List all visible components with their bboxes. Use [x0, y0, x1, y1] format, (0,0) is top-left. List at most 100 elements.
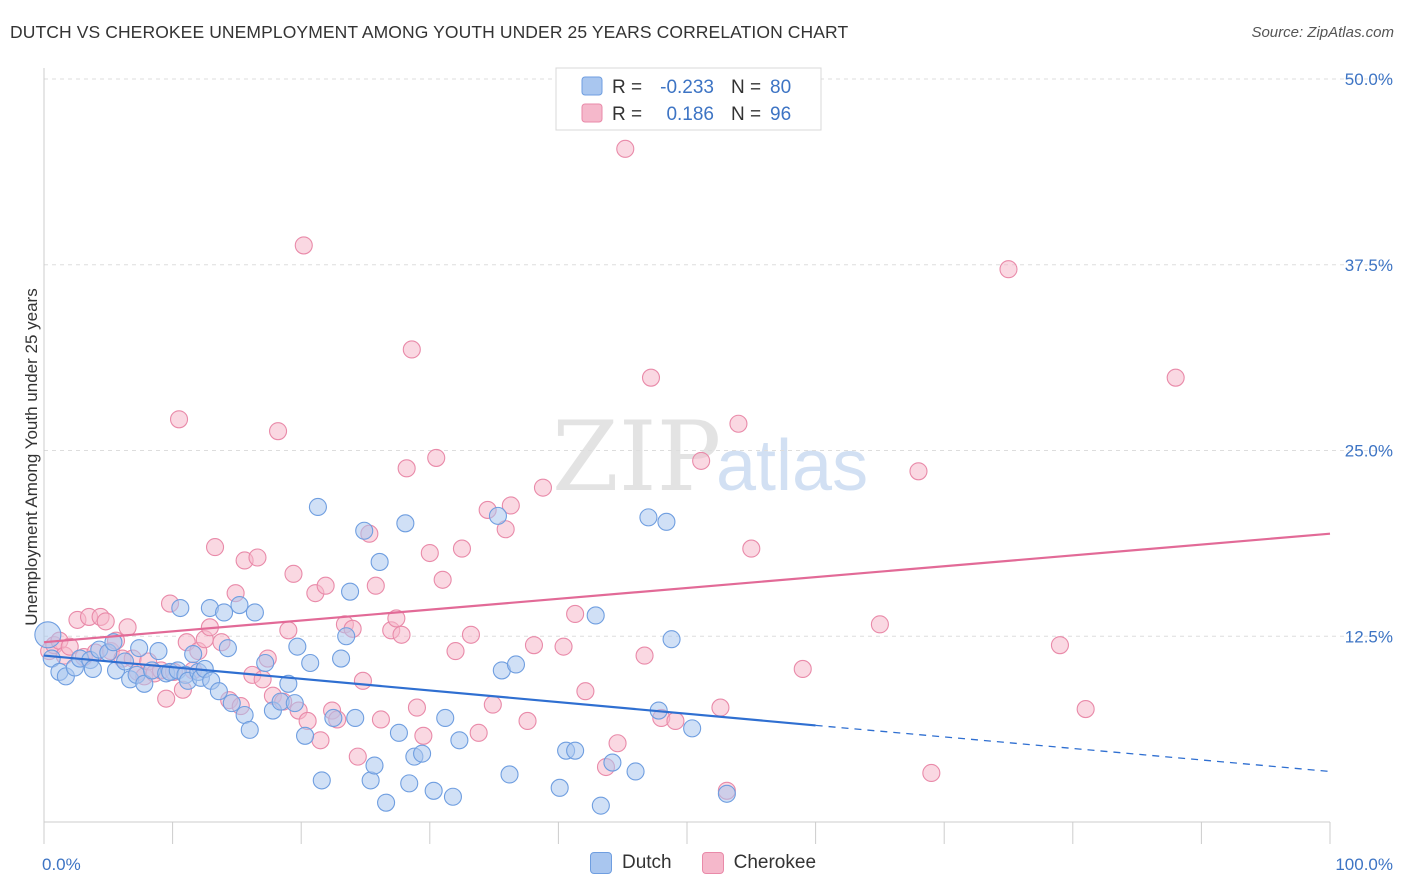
dutch-point-37 — [240, 720, 259, 739]
dutch-point-48 — [312, 771, 331, 790]
dutch-point-42 — [279, 674, 298, 693]
cherokee-point-21 — [157, 689, 176, 708]
legend-n-value-cherokee: 96 — [770, 104, 791, 125]
cherokee-point-86 — [608, 734, 627, 753]
dutch-point-58 — [377, 793, 396, 812]
cherokee-point-24 — [169, 410, 189, 429]
cherokee-point-87 — [616, 139, 635, 158]
dutch-point-35 — [230, 595, 249, 615]
legend-n-value-dutch: 80 — [770, 77, 791, 98]
dutch-point-33 — [218, 639, 237, 658]
cherokee-point-44 — [279, 621, 298, 640]
y-tick-label-3: 50.0% — [1345, 70, 1393, 89]
dutch-point-68 — [488, 506, 508, 525]
cherokee-point-45 — [284, 564, 303, 583]
legend-n-label-cherokee: N = — [731, 104, 761, 125]
cherokee-point-56 — [348, 747, 367, 766]
cherokee-point-51 — [316, 576, 335, 595]
cherokee-point-96 — [742, 539, 761, 558]
cherokee-point-14 — [118, 618, 137, 637]
trend-lines — [43, 532, 1331, 773]
dutch-point-83 — [683, 719, 702, 738]
cherokee-point-63 — [392, 625, 411, 644]
x-tick-label-0: 0.0% — [42, 855, 81, 874]
watermark: ZIP atlas — [552, 401, 868, 513]
dutch-point-76 — [591, 796, 610, 815]
dutch-trend-extension — [815, 724, 1331, 773]
cherokee-point-31 — [205, 538, 225, 557]
cherokee-point-77 — [496, 520, 515, 539]
cherokee-point-42 — [269, 422, 288, 441]
dutch-point-47 — [308, 497, 327, 517]
cherokee-point-99 — [909, 462, 928, 481]
legend-item-cherokee[interactable]: Cherokee — [701, 852, 816, 874]
cherokee-point-81 — [533, 478, 553, 497]
y-axis-label: Unemployment Among Youth under 25 years — [22, 288, 41, 625]
cherokee-point-74 — [469, 723, 488, 742]
dutch-point-25 — [184, 645, 203, 664]
cherokee-point-84 — [576, 682, 595, 701]
cherokee-point-80 — [524, 636, 544, 655]
x-tick-label-1: 100.0% — [1335, 855, 1393, 874]
cherokee-point-76 — [483, 695, 502, 714]
dutch-point-39 — [256, 653, 275, 673]
cherokee-point-70 — [433, 570, 452, 589]
legend-swatch-dutch — [589, 852, 612, 874]
dutch-point-71 — [506, 655, 526, 674]
cherokee-point-68 — [420, 543, 439, 563]
dutch-point-57 — [370, 552, 389, 572]
y-tick-label-1: 25.0% — [1345, 442, 1393, 461]
cherokee-point-62 — [387, 609, 406, 628]
legend-n-label-dutch: N = — [731, 77, 761, 98]
cherokee-point-91 — [666, 711, 685, 731]
legend-swatch-dutch — [581, 76, 603, 96]
dutch-point-31 — [209, 682, 228, 701]
cherokee-trend-line — [43, 532, 1331, 644]
cherokee-point-57 — [353, 671, 372, 690]
legend-r-label-cherokee: R = — [612, 104, 642, 125]
cherokee-point-47 — [294, 236, 313, 255]
legend-item-dutch[interactable]: Dutch — [589, 852, 672, 874]
dutch-point-66 — [443, 787, 462, 806]
dutch-point-44 — [288, 637, 307, 656]
dutch-point-78 — [626, 762, 645, 781]
dutch-point-79 — [639, 508, 658, 527]
legend-r-value-dutch: -0.233 — [660, 77, 714, 98]
dutch-point-18 — [149, 642, 168, 661]
dutch-point-63 — [413, 744, 432, 763]
correlation-legend: R = -0.233 N = 80 R = 0.186 N = 96 — [555, 67, 822, 131]
dutch-point-15 — [130, 639, 149, 658]
cherokee-point-101 — [999, 260, 1018, 279]
series-legend: Dutch Cherokee — [0, 852, 1406, 874]
axes — [43, 68, 1331, 844]
dutch-point-77 — [603, 753, 622, 772]
cherokee-point-72 — [452, 539, 472, 558]
cherokee-point-39 — [253, 670, 272, 689]
dutch-point-46 — [301, 653, 320, 673]
dutch-point-55 — [361, 771, 380, 790]
cherokee-point-97 — [793, 659, 812, 678]
dutch-point-45 — [296, 726, 315, 745]
dutch-point-82 — [662, 630, 681, 649]
dutch-point-65 — [436, 708, 455, 728]
cherokee-point-38 — [248, 548, 267, 567]
cherokee-point-100 — [922, 763, 941, 783]
cherokee-point-67 — [414, 726, 433, 745]
cherokee-point-92 — [692, 451, 711, 470]
dutch-point-7 — [83, 659, 102, 678]
legend-swatch-cherokee — [581, 103, 603, 123]
y-tick-label-2: 37.5% — [1345, 256, 1393, 275]
cherokee-point-60 — [371, 710, 390, 729]
watermark-atlas: atlas — [716, 426, 868, 506]
dutch-point-60 — [396, 514, 415, 533]
dutch-point-84 — [717, 784, 736, 803]
cherokee-point-82 — [554, 637, 573, 656]
cherokee-point-66 — [407, 698, 426, 717]
dutch-point-72 — [550, 778, 569, 797]
legend-label-dutch: Dutch — [621, 852, 672, 873]
cherokee-point-69 — [427, 448, 446, 467]
cherokee-point-10 — [96, 612, 115, 631]
cherokee-point-4 — [60, 637, 79, 656]
dutch-point-59 — [389, 723, 408, 742]
